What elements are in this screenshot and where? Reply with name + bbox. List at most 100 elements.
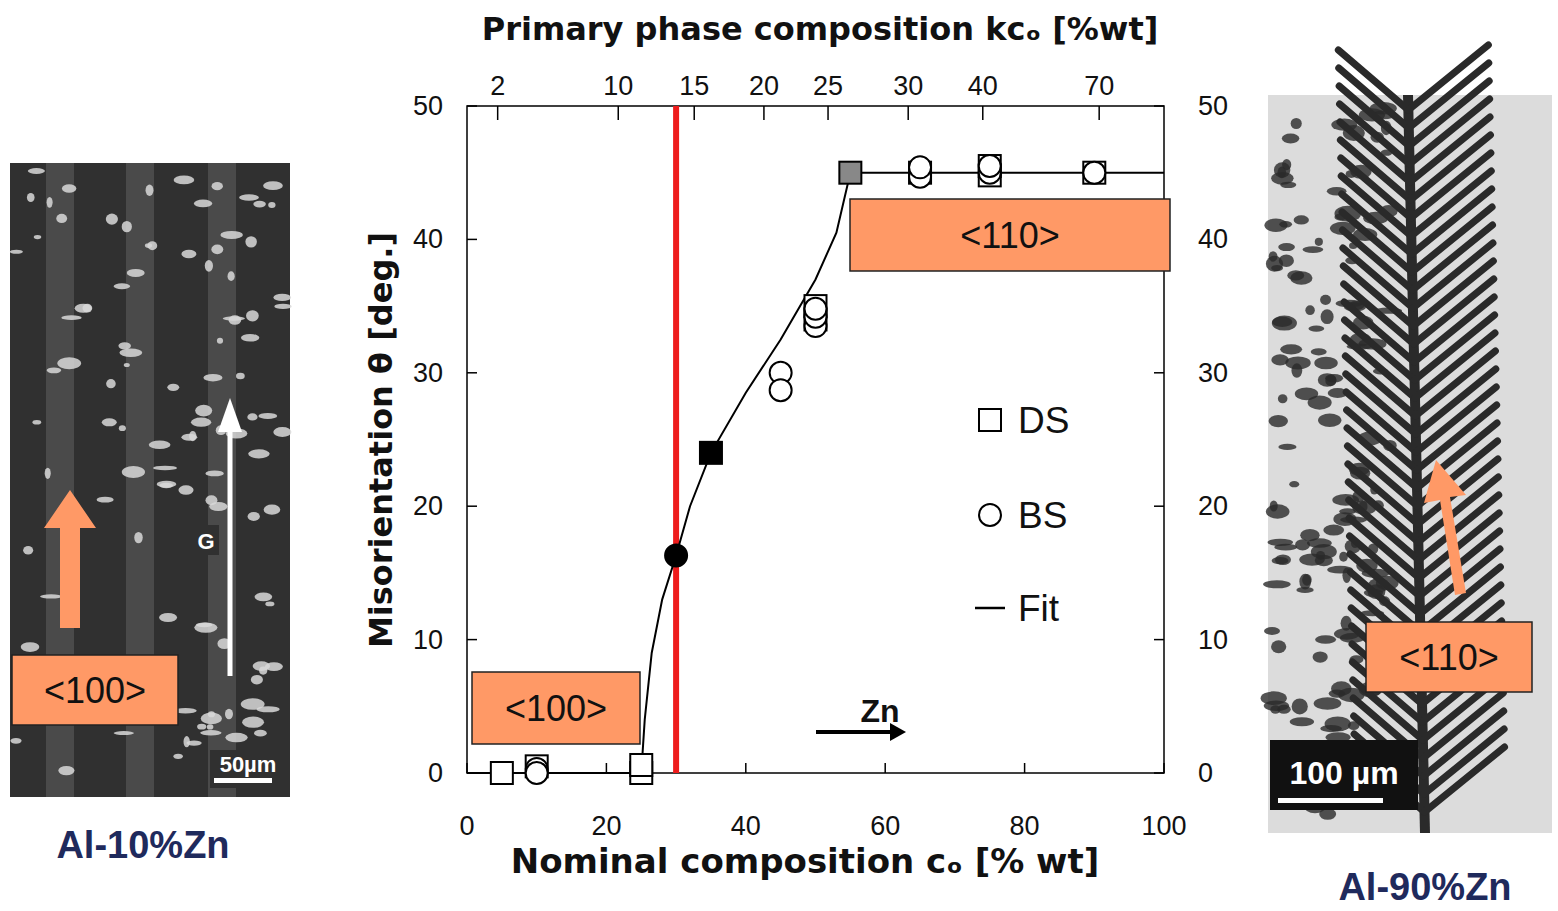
eutectic-particle xyxy=(248,512,260,521)
legend-swatch xyxy=(979,409,1001,431)
y-tick xyxy=(467,505,477,507)
dendrite-particle xyxy=(1302,574,1312,586)
square-point xyxy=(839,162,861,184)
dendrite-particle xyxy=(1316,551,1325,560)
legend-label: DS xyxy=(1018,400,1069,441)
x2-tick xyxy=(982,106,984,120)
y-tick-label: 0 xyxy=(428,758,443,788)
eutectic-particle xyxy=(191,418,211,427)
y-tick-label: 40 xyxy=(413,224,443,254)
circle-point xyxy=(526,762,548,784)
dendrite-particle xyxy=(1315,635,1336,644)
circle-point xyxy=(770,379,792,401)
caption: Al-10%Zn xyxy=(56,824,229,866)
y2-tick-label: 40 xyxy=(1198,224,1228,254)
eutectic-particle xyxy=(212,182,223,190)
dendrite-particle xyxy=(1266,256,1283,272)
dendrite-particle xyxy=(1307,538,1332,548)
x2-tick-label: 15 xyxy=(679,71,709,101)
dendrite-particle xyxy=(1272,557,1289,564)
dendrite-particle xyxy=(1285,356,1310,369)
eutectic-particle xyxy=(196,622,213,627)
eutectic-particle xyxy=(34,235,42,239)
label-patch xyxy=(210,750,286,788)
eutectic-particle xyxy=(167,384,179,391)
gradient-label: G xyxy=(197,529,214,554)
dendrite-particle xyxy=(1280,344,1302,354)
eutectic-particle xyxy=(203,374,222,381)
direction-label: <100> xyxy=(505,688,607,729)
direction-box xyxy=(12,655,178,725)
y2-tick xyxy=(1154,505,1164,507)
micrograph-left xyxy=(10,163,292,797)
y-tick xyxy=(467,239,477,241)
micrograph-background xyxy=(10,163,290,797)
x-tick-label: 20 xyxy=(591,811,621,841)
dendrite-particle xyxy=(1318,414,1341,427)
eutectic-particle xyxy=(146,185,154,196)
gradient-arrow xyxy=(228,430,233,676)
eutectic-particle xyxy=(159,613,177,622)
dendrite-column xyxy=(208,163,236,797)
square-point xyxy=(979,155,1001,177)
growth-arrow xyxy=(1424,460,1466,595)
dendrite-particle xyxy=(1291,118,1302,129)
x2-tick xyxy=(763,106,765,120)
eutectic-particle xyxy=(258,413,277,419)
eutectic-particle xyxy=(223,316,245,320)
x-tick xyxy=(745,763,747,773)
dendrite-particle xyxy=(1271,640,1286,653)
label-patch xyxy=(193,525,219,555)
dendrite-particle xyxy=(1269,415,1288,427)
y2-tick xyxy=(1154,639,1164,641)
direction-box xyxy=(1366,622,1532,692)
eutectic-particle xyxy=(207,724,214,729)
eutectic-particle xyxy=(251,675,263,684)
eutectic-particle xyxy=(274,304,291,309)
x2-tick-label: 2 xyxy=(490,71,505,101)
circle-point xyxy=(665,545,687,567)
dendrite-particle xyxy=(1290,717,1314,726)
dendrite-particle xyxy=(1263,580,1291,588)
x-tick xyxy=(884,763,886,773)
x-tick-label: 80 xyxy=(1010,811,1040,841)
dendrite-particle xyxy=(1272,316,1297,331)
eutectic-particle xyxy=(194,200,212,208)
eutectic-particle xyxy=(254,730,267,737)
y2-tick-label: 0 xyxy=(1198,758,1213,788)
eutectic-particle xyxy=(173,754,182,759)
y-tick-label: 20 xyxy=(413,491,443,521)
eutectic-particle xyxy=(217,338,223,344)
eutectic-particle xyxy=(127,269,145,277)
eutectic-particle xyxy=(47,367,62,373)
legend: DSBSFit xyxy=(975,400,1069,629)
eutectic-particle xyxy=(236,373,245,379)
eutectic-particle xyxy=(97,497,114,503)
dendrite-particle xyxy=(1325,716,1351,731)
direction-label: <110> xyxy=(1399,637,1498,678)
x-tick xyxy=(606,763,608,773)
scale-bar-label: 100 µm xyxy=(1289,755,1398,791)
y-tick-label: 30 xyxy=(413,358,443,388)
eutectic-particle xyxy=(134,532,142,543)
eutectic-particle xyxy=(62,184,76,192)
eutectic-particle xyxy=(201,712,222,724)
dendrite-particle xyxy=(1321,309,1334,324)
y-tick xyxy=(467,639,477,641)
direction-label: <110> xyxy=(960,215,1059,256)
eutectic-particle xyxy=(257,706,280,712)
eutectic-particle xyxy=(28,168,45,174)
dendrite-particle xyxy=(1320,295,1331,305)
eutectic-particle xyxy=(242,717,264,728)
eutectic-particle xyxy=(157,481,177,488)
y-tick xyxy=(467,105,477,107)
eutectic-particle xyxy=(220,231,243,239)
eutectic-particle xyxy=(106,214,118,225)
eutectic-particle xyxy=(61,315,81,320)
eutectic-particle xyxy=(184,736,190,747)
eutectic-particle xyxy=(122,466,145,478)
scale-bar-label: 50µm xyxy=(220,752,277,777)
eutectic-particle xyxy=(149,440,171,449)
eutectic-particle xyxy=(273,427,291,437)
eutectic-particle xyxy=(200,730,221,736)
